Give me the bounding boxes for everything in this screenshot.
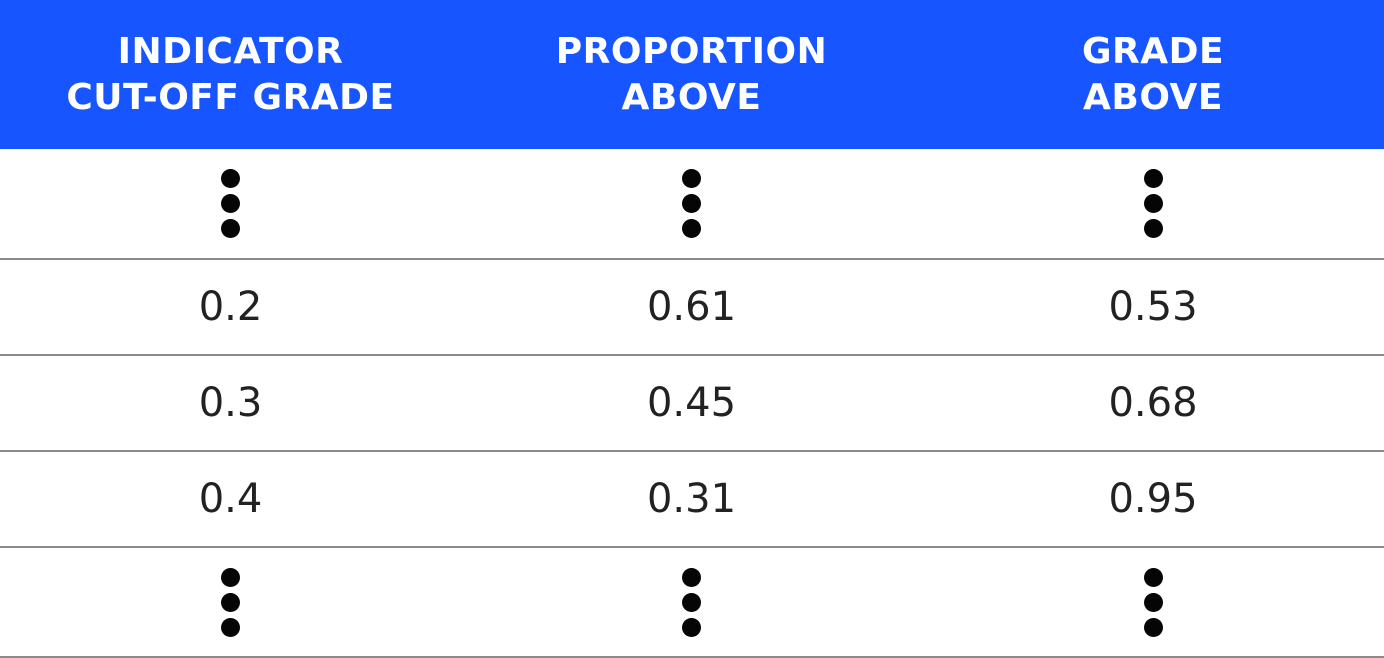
- ellipsis-cell: [922, 149, 1384, 258]
- ellipsis-cell: [922, 548, 1384, 656]
- ellipsis-cell: [0, 548, 461, 656]
- header-line: ABOVE: [621, 76, 762, 118]
- header-proportion-above: PROPORTION ABOVE: [461, 0, 922, 149]
- table-header: INDICATOR CUT-OFF GRADE PROPORTION ABOVE…: [0, 0, 1384, 149]
- cell-grade-above: 0.95: [1108, 476, 1198, 522]
- header-line: ABOVE: [1083, 76, 1223, 118]
- ellipsis-cell: [461, 548, 922, 656]
- cell-proportion-above: 0.45: [646, 380, 737, 426]
- vertical-ellipsis-icon: [682, 169, 701, 238]
- header-grade-above: GRADE ABOVE: [922, 0, 1384, 149]
- cell-proportion-above: 0.31: [646, 476, 737, 522]
- header-indicator-cut-off-grade: INDICATOR CUT-OFF GRADE: [0, 0, 461, 149]
- ellipsis-cell: [0, 149, 461, 258]
- header-line: INDICATOR: [117, 30, 344, 72]
- cell-cut-off-grade: 0.3: [198, 380, 263, 426]
- vertical-ellipsis-icon: [1143, 169, 1163, 238]
- header-line: CUT-OFF GRADE: [66, 76, 395, 118]
- cell-grade-above: 0.68: [1108, 380, 1198, 426]
- cell-cut-off-grade: 0.4: [198, 476, 263, 522]
- header-line: GRADE: [1081, 30, 1225, 72]
- ellipsis-row-top: [0, 149, 1384, 260]
- ellipsis-row-bottom: [0, 548, 1384, 658]
- cell-proportion-above: 0.61: [646, 284, 737, 330]
- cell-grade-above: 0.53: [1108, 284, 1198, 330]
- ellipsis-cell: [461, 149, 922, 258]
- header-line: PROPORTION: [555, 30, 828, 72]
- vertical-ellipsis-icon: [221, 567, 240, 637]
- vertical-ellipsis-icon: [682, 567, 701, 637]
- table-row: 0.4 0.31 0.95: [0, 452, 1384, 548]
- vertical-ellipsis-icon: [221, 169, 240, 238]
- table-row: 0.2 0.61 0.53: [0, 260, 1384, 356]
- table-row: 0.3 0.45 0.68: [0, 356, 1384, 452]
- vertical-ellipsis-icon: [1143, 567, 1163, 637]
- cell-cut-off-grade: 0.2: [198, 284, 263, 330]
